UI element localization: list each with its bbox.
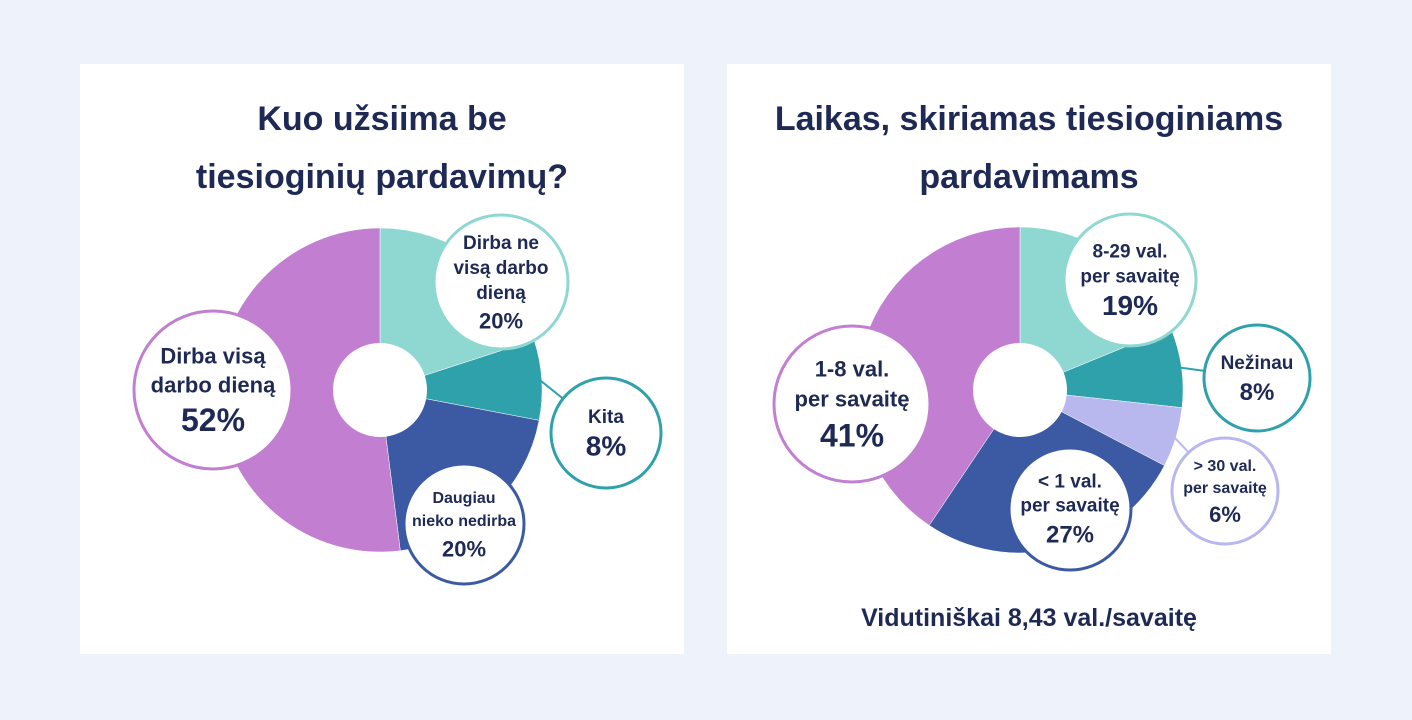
slice-value-label: 20% bbox=[442, 537, 486, 562]
callout-bubble bbox=[402, 462, 526, 586]
slice-callout: Dirba visą darbo dieną 52% bbox=[132, 309, 294, 471]
slice-label: Dirba visą bbox=[160, 344, 266, 369]
slice-label: Kita bbox=[588, 407, 624, 428]
callout-bubble bbox=[1170, 436, 1280, 546]
slice-value-label: 6% bbox=[1209, 502, 1241, 527]
slice-callout: 1-8 val. per savaitę 41% bbox=[772, 324, 932, 484]
slice-callout: > 30 val. per savaitę 6% bbox=[1170, 436, 1280, 546]
chart-title-line: pardavimams bbox=[919, 158, 1139, 196]
callout-bubble bbox=[132, 309, 294, 471]
slice-label: Daugiau bbox=[432, 490, 495, 507]
slice-callout: Kita 8% bbox=[539, 376, 663, 490]
slice-callout: Nežinau 8% bbox=[1179, 323, 1312, 433]
chart-panel-left: Kuo užsiima be tiesioginių pardavimų? Di… bbox=[80, 64, 684, 654]
slice-value-label: 52% bbox=[181, 402, 245, 438]
chart-title-line: tiesioginių pardavimų? bbox=[195, 158, 569, 196]
callout-bubble bbox=[1062, 212, 1198, 348]
donut-hole bbox=[333, 343, 427, 437]
callout-bubble bbox=[1202, 323, 1312, 433]
slice-label: per savaitę bbox=[1020, 496, 1119, 517]
chart-title: Laikas, skiriamas tiesioginiams pardavim… bbox=[727, 90, 1331, 206]
slice-label: Dirba ne bbox=[463, 233, 539, 254]
slice-value-label: 27% bbox=[1046, 522, 1094, 549]
slice-label: < 1 val. bbox=[1038, 472, 1102, 493]
slice-label: Nežinau bbox=[1221, 353, 1294, 374]
slice-value-label: 8% bbox=[1240, 379, 1275, 406]
slice-value-label: 19% bbox=[1102, 290, 1158, 321]
average-footnote: Vidutiniškai 8,43 val./savaitę bbox=[861, 604, 1197, 632]
slice-value-label: 20% bbox=[479, 309, 523, 334]
slice-label: per savaitę bbox=[1080, 267, 1179, 288]
slice-callout: < 1 val. per savaitę 27% bbox=[1007, 446, 1133, 572]
slice-label: nieko nedirba bbox=[412, 513, 516, 530]
slice-label: per savaitę bbox=[1183, 480, 1267, 497]
slice-label: 8-29 val. bbox=[1093, 242, 1168, 263]
slice-value-label: 8% bbox=[586, 431, 627, 462]
callout-bubble bbox=[772, 324, 932, 484]
callout-bubble bbox=[432, 213, 570, 351]
slice-label: dieną bbox=[476, 283, 526, 304]
slice-label: visą darbo bbox=[453, 258, 548, 279]
slice-callout: Daugiau nieko nedirba 20% bbox=[402, 462, 526, 586]
chart-title-line: Laikas, skiriamas tiesioginiams bbox=[774, 100, 1284, 138]
pie-chart-occupation: Dirba ne visą darbo dieną 20% Kita 8% Daugiau n… bbox=[132, 213, 663, 586]
chart-panel-right: Laikas, skiriamas tiesioginiams pardavim… bbox=[727, 64, 1331, 654]
slice-label: darbo dieną bbox=[151, 373, 276, 398]
chart-title-line: Kuo užsiima be bbox=[257, 100, 507, 138]
callout-bubble bbox=[549, 376, 663, 490]
slice-callout: Dirba ne visą darbo dieną 20% bbox=[432, 213, 570, 351]
chart-title: Kuo užsiima be tiesioginių pardavimų? bbox=[80, 90, 684, 206]
donut-hole bbox=[973, 343, 1067, 437]
slice-label: > 30 val. bbox=[1194, 458, 1257, 475]
callout-bubble bbox=[1007, 446, 1133, 572]
slice-value-label: 41% bbox=[820, 418, 884, 454]
slice-label: 1-8 val. bbox=[815, 356, 890, 381]
slice-label: per savaitę bbox=[795, 386, 910, 411]
